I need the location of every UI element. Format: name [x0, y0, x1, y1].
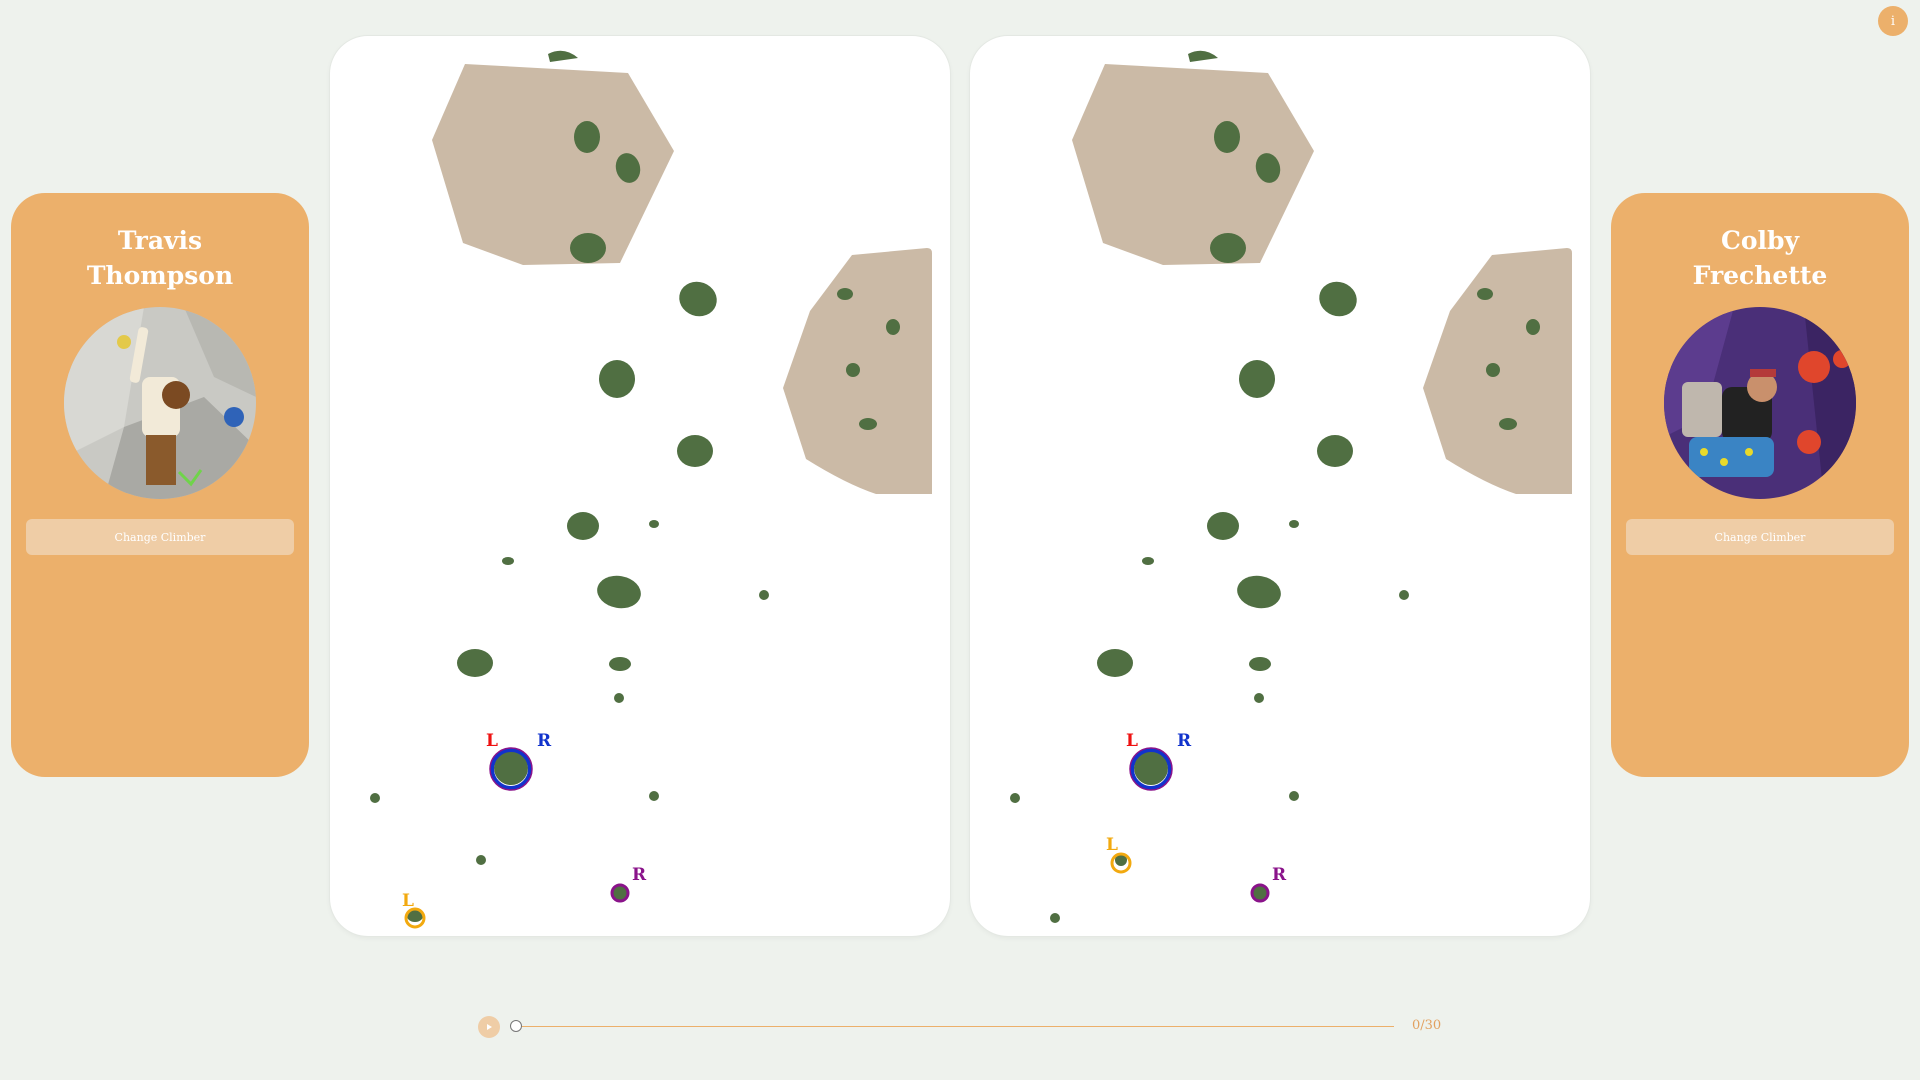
hand-markers: L R: [486, 731, 552, 791]
right-hand-label: R: [537, 731, 552, 751]
holds: [370, 121, 900, 922]
climbing-wall-right: L R R L: [970, 36, 1590, 936]
change-climber-button[interactable]: Change Climber: [26, 519, 294, 555]
play-button[interactable]: [478, 1016, 500, 1038]
climber-first-name: Travis: [117, 226, 203, 255]
climber-card-left: Travis Thompson Change Climber: [11, 193, 309, 777]
playback-controls: 0/30: [478, 1014, 1443, 1038]
left-hand-label: L: [1126, 731, 1138, 751]
foot-markers: R L: [1106, 835, 1287, 903]
info-button[interactable]: i: [1878, 6, 1908, 36]
foot-markers: R L: [402, 865, 647, 929]
climber-name: Colby Frechette: [1650, 223, 1870, 293]
change-climber-button[interactable]: Change Climber: [1626, 519, 1894, 555]
left-foot-label: L: [1106, 835, 1118, 855]
progress-thumb[interactable]: [510, 1020, 522, 1032]
hand-markers: L R: [1126, 731, 1192, 791]
volume-hexagon: [432, 50, 674, 265]
play-icon: [487, 1024, 492, 1030]
right-hand-label: R: [1177, 731, 1192, 751]
holds: [1010, 121, 1540, 923]
climber-name: Travis Thompson: [50, 223, 270, 293]
climber-avatar: [1664, 307, 1856, 499]
climber-last-name: Frechette: [1692, 261, 1828, 290]
climbing-wall-left: L R R L: [330, 36, 950, 936]
progress-track[interactable]: [514, 1026, 1394, 1027]
climber-first-name: Colby: [1720, 226, 1800, 255]
step-counter: 0/30: [1412, 1018, 1442, 1033]
climber-last-name: Thompson: [86, 261, 234, 290]
volume-hexagon: [1072, 50, 1314, 265]
left-hand-label: L: [486, 731, 498, 751]
climber-avatar: [64, 307, 256, 499]
left-foot-label: L: [402, 891, 414, 911]
right-foot-label: R: [632, 865, 647, 885]
right-foot-label: R: [1272, 865, 1287, 885]
climber-card-right: Colby Frechette Change Climber: [1611, 193, 1909, 777]
